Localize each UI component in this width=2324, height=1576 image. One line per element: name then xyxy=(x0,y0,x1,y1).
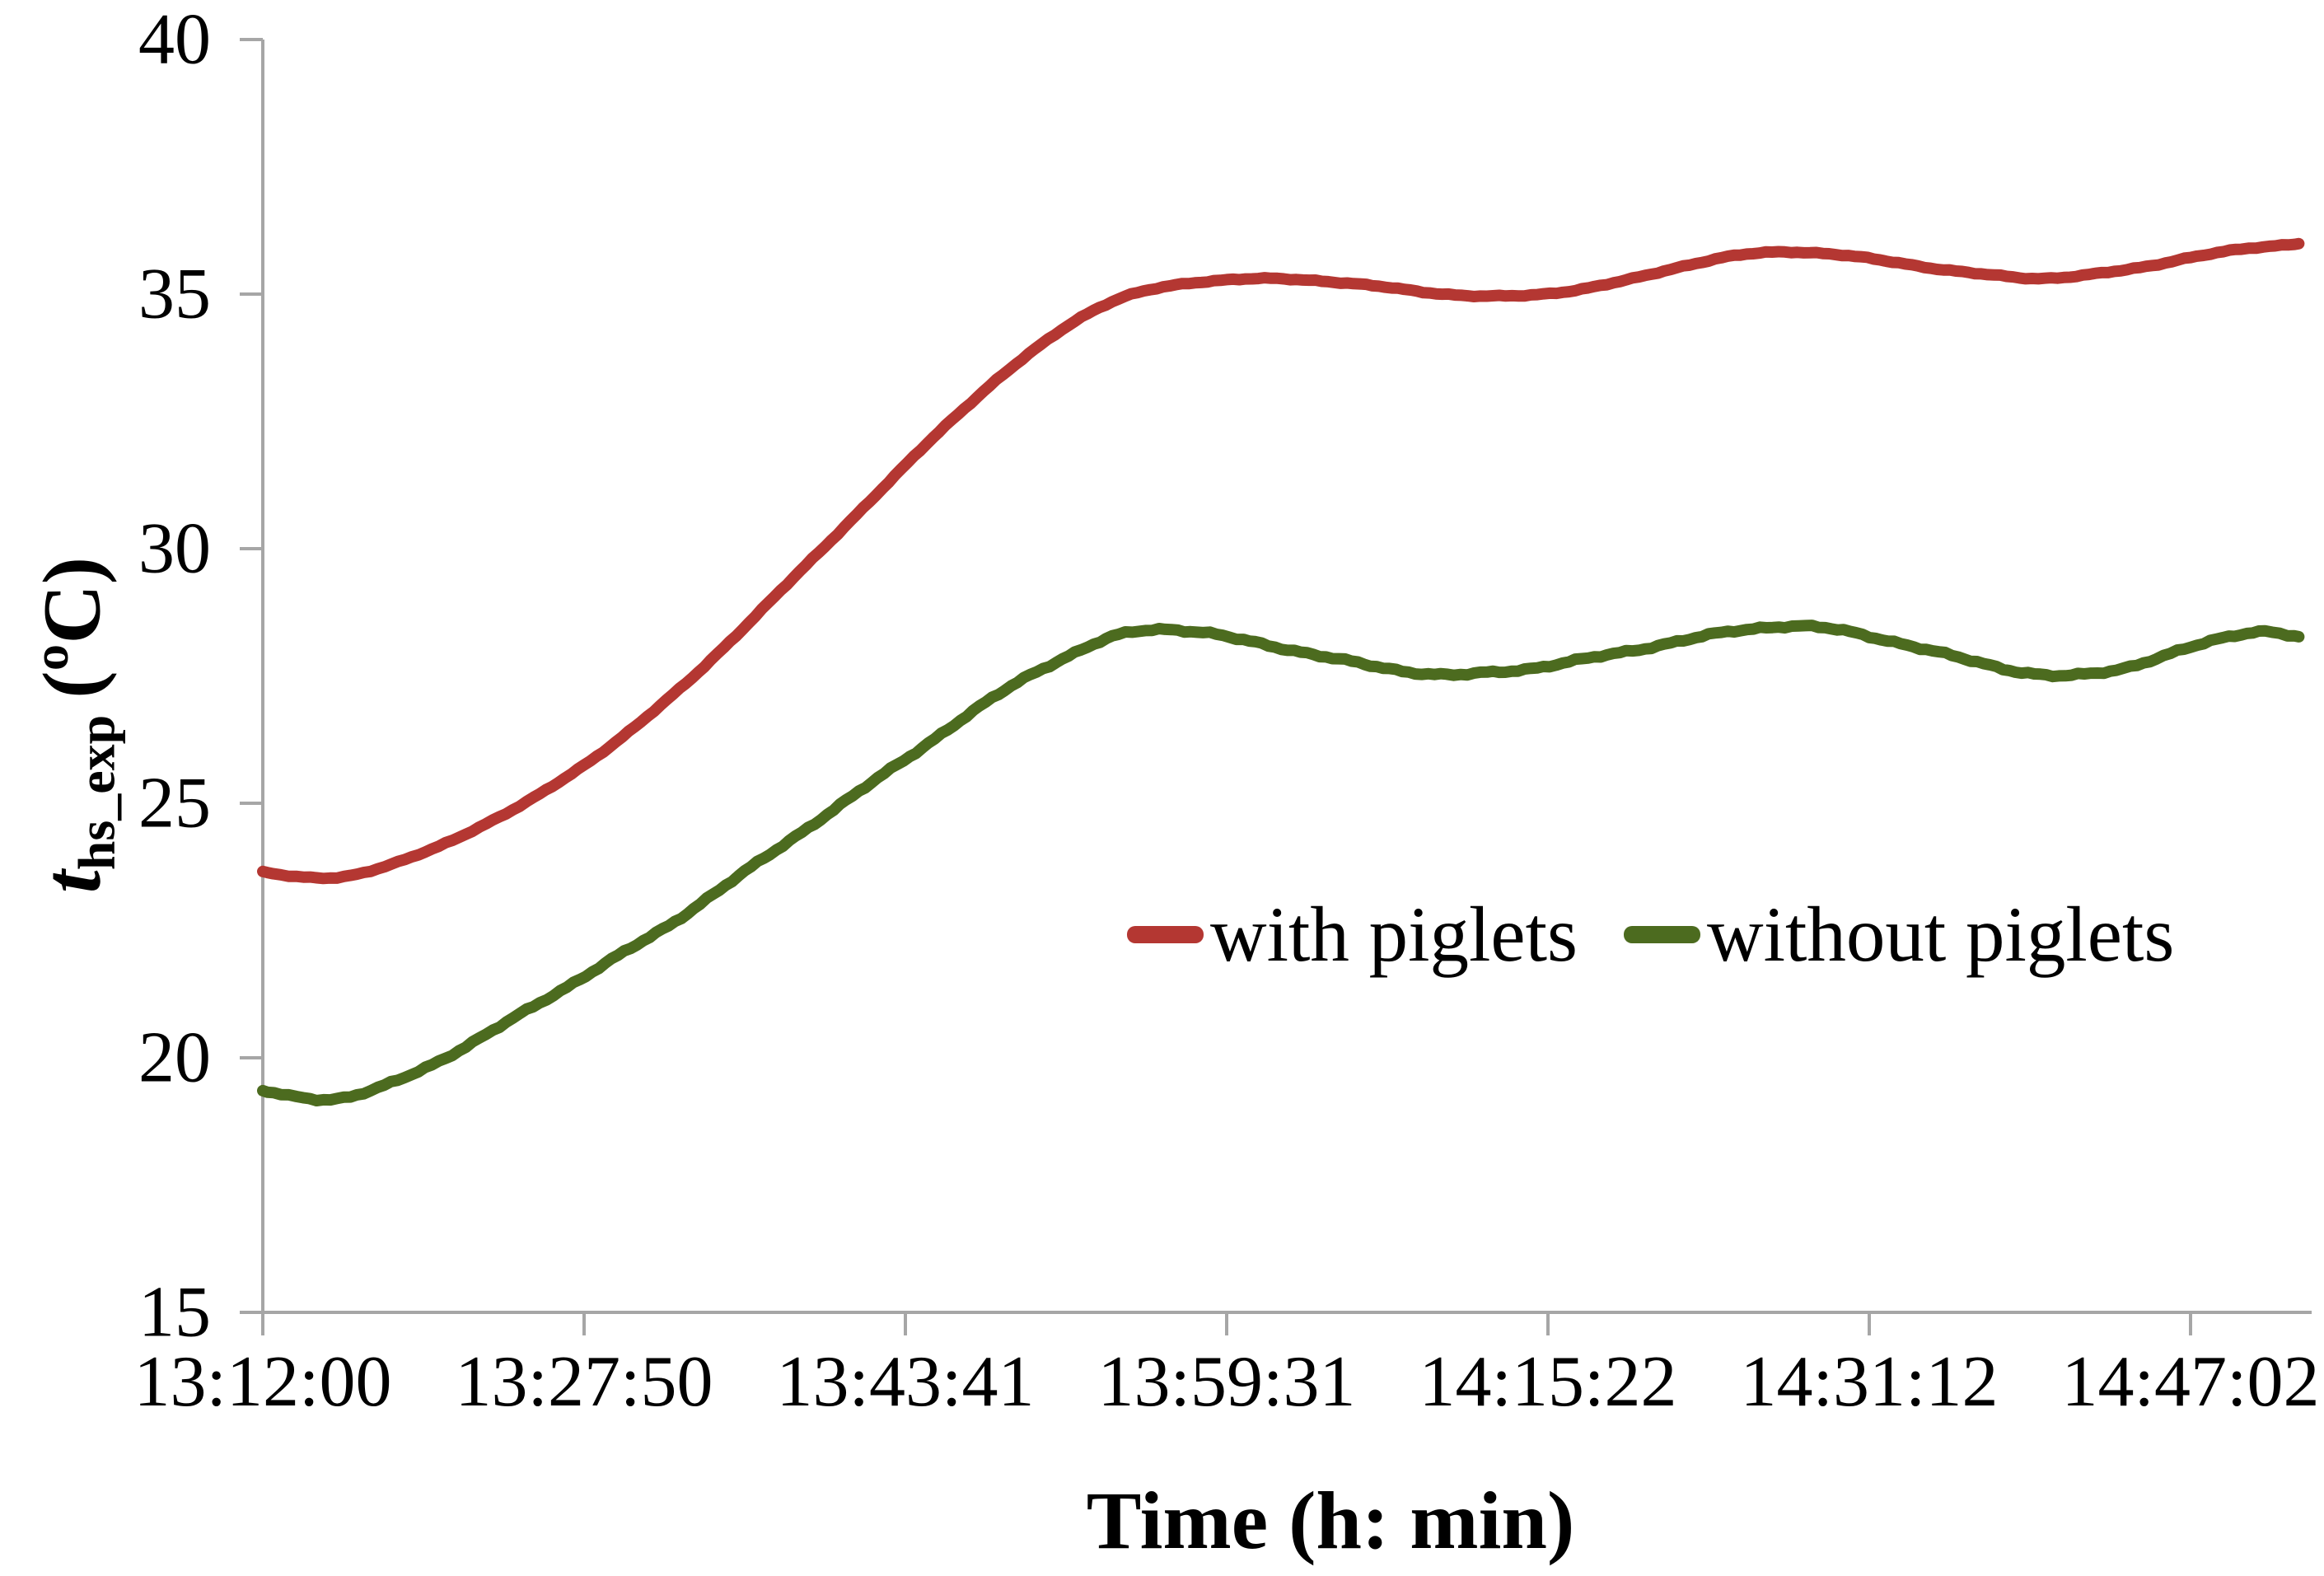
legend-item-with-piglets: with piglets xyxy=(1127,890,1578,980)
legend-item-without-piglets: without piglets xyxy=(1623,890,2175,980)
y-axis-title: ths_exp (ºC) xyxy=(25,557,128,893)
x-axis-tick-label: 13:43:41 xyxy=(777,1342,1035,1422)
legend-label-with-piglets: with piglets xyxy=(1210,891,1578,978)
y-axis-tick-label: 35 xyxy=(138,255,211,334)
x-axis-tick-label: 14:31:12 xyxy=(1741,1342,1999,1422)
x-axis-tick-label: 13:27:50 xyxy=(456,1342,713,1422)
x-axis-tick-label: 14:47:02 xyxy=(2062,1342,2320,1422)
y-axis-variable: t xyxy=(26,870,118,894)
legend-swatch-without-piglets-icon xyxy=(1623,926,1700,944)
y-axis-tick-label: 40 xyxy=(138,0,211,80)
y-axis-unit: (ºC) xyxy=(26,556,118,699)
y-axis-tick-label: 25 xyxy=(138,764,211,844)
x-axis-title: Time (h: min) xyxy=(1086,1475,1575,1566)
y-axis-tick-label: 30 xyxy=(138,509,211,589)
legend: with piglets without piglets xyxy=(1127,890,2174,980)
x-axis-tick-label: 13:59:31 xyxy=(1098,1342,1356,1422)
y-axis-tick-label: 15 xyxy=(138,1273,211,1353)
series-line-with-piglets xyxy=(257,237,2305,885)
legend-label-without-piglets: without piglets xyxy=(1706,891,2175,978)
legend-swatch-with-piglets-icon xyxy=(1127,926,1204,944)
y-axis-tick-label: 20 xyxy=(138,1018,211,1098)
x-axis-tick-label: 13:12:00 xyxy=(134,1342,392,1422)
y-axis-subscript: hs_exp xyxy=(67,714,126,871)
series-line-without-piglets xyxy=(257,620,2305,1106)
x-axis-tick-label: 14:15:22 xyxy=(1419,1342,1677,1422)
